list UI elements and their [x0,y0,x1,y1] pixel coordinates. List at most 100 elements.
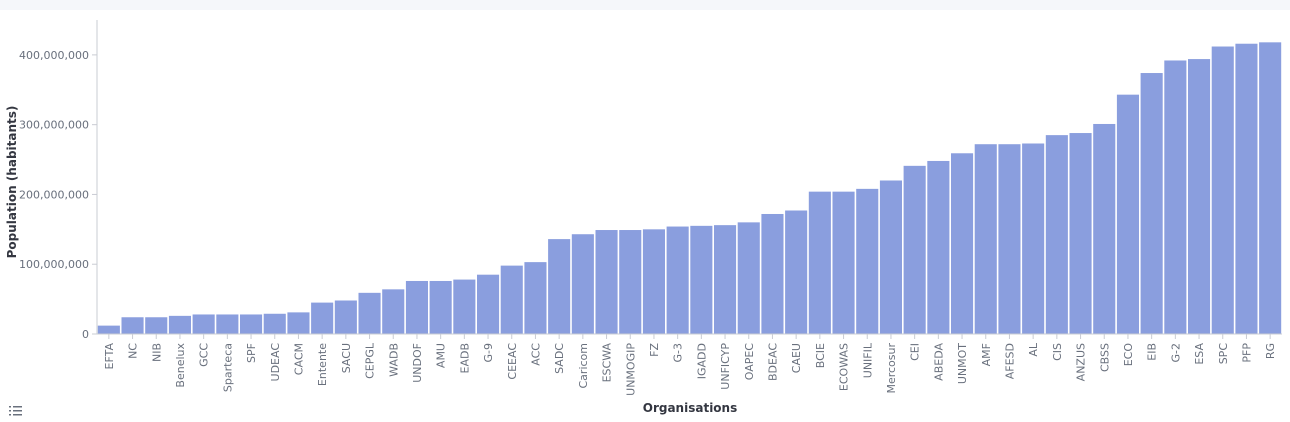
x-tick-label: CAEU [790,343,803,373]
x-tick-label: AMU [435,343,448,368]
bar-abeda[interactable] [927,160,950,334]
bar-unifil[interactable] [856,188,879,334]
top-bar [0,0,1290,10]
bar-undof[interactable] [405,280,428,334]
bar-mercosur[interactable] [879,180,902,334]
bar-cis[interactable] [1045,135,1068,334]
y-axis-title: Population (habitants) [5,106,19,259]
bar-cepgl[interactable] [358,292,381,334]
bar-cei[interactable] [903,165,926,334]
x-tick-label: AFESD [1003,343,1016,379]
x-axis-title: Organisations [643,401,737,415]
bar-entente[interactable] [311,302,334,334]
x-tick-label: SPC [1217,343,1230,365]
x-tick-label: FZ [648,343,661,357]
x-tick-label: ECOWAS [838,343,851,391]
bar-g-9[interactable] [477,274,500,334]
x-tick-label: NC [127,343,140,359]
x-tick-label: RG [1264,343,1277,359]
bar-eco[interactable] [1116,94,1139,334]
bar-caricom[interactable] [571,234,594,334]
y-tick-label: 400,000,000 [19,49,89,62]
x-tick-label: ABEDA [932,343,945,381]
bar-bcie[interactable] [808,191,831,334]
x-tick-label: Sparteca [221,343,234,392]
x-tick-label: CBSS [1098,343,1111,372]
bars [97,42,1282,335]
bar-sparteca[interactable] [216,314,239,334]
x-tick-label: BCIE [814,343,827,368]
x-tick-label: WADB [387,343,400,377]
x-tick-label: EIB [1146,343,1159,361]
x-tick-label: UNFICYP [719,343,732,390]
bar-igadd[interactable] [690,225,713,334]
bar-g-3[interactable] [666,226,689,334]
bar-unficyp[interactable] [714,225,737,334]
bar-eib[interactable] [1140,73,1163,334]
bar-oapec[interactable] [737,222,760,334]
bar-fz[interactable] [642,229,665,334]
x-tick-label: G-9 [482,343,495,363]
y-tick-label: 0 [82,328,89,341]
bar-anzus[interactable] [1069,133,1092,334]
bar-rg[interactable] [1259,42,1282,334]
bar-unmot[interactable] [951,153,974,334]
x-tick-label: ANZUS [1075,343,1088,381]
bar-g-2[interactable] [1164,60,1187,335]
bar-efta[interactable] [97,325,120,334]
bar-wadb[interactable] [382,289,405,334]
x-tick-label: ESCWA [601,343,614,383]
x-tick-label: AL [1027,342,1040,357]
bar-pfp[interactable] [1235,43,1258,334]
x-tick-label: ACC [529,343,542,366]
x-tick-label: CEI [909,343,922,361]
x-tick-label: CACM [292,343,305,375]
bar-spc[interactable] [1211,46,1234,334]
x-tick-label: G-3 [672,343,685,363]
bar-sadc[interactable] [548,239,571,334]
y-tick-label: 100,000,000 [19,258,89,271]
x-axis: EFTA NC NIB Benelux GCC Sparteca SPF UDEAC CACM E… [97,333,1282,396]
x-tick-label: Mercosur [885,343,898,394]
bar-unmogip[interactable] [619,230,642,334]
x-tick-label: SACU [340,343,353,373]
bar-sacu[interactable] [334,300,357,334]
legend-toggle-button[interactable] [8,403,24,417]
bar-amf[interactable] [974,144,997,334]
x-tick-label: UDEAC [269,343,282,382]
bar-al[interactable] [1022,143,1045,334]
bar-esa[interactable] [1188,59,1211,334]
x-tick-label: NIB [150,343,163,362]
bar-benelux[interactable] [168,315,191,334]
bar-caeu[interactable] [785,210,808,334]
bar-amu[interactable] [429,280,452,334]
x-tick-label: IGADD [695,343,708,379]
x-tick-label: EADB [458,343,471,374]
bar-cacm[interactable] [287,312,310,334]
x-tick-label: OAPEC [743,343,756,381]
x-tick-label: PFP [1240,343,1253,363]
x-tick-label: UNDOF [411,343,424,383]
bar-eadb[interactable] [453,279,476,334]
bar-ceeac[interactable] [500,265,523,334]
bar-escwa[interactable] [595,230,618,334]
x-tick-label: UNIFIL [861,342,874,378]
bar-spf[interactable] [240,314,263,334]
bar-cbss[interactable] [1093,123,1116,334]
x-tick-label: Benelux [174,343,187,388]
bar-udeac[interactable] [263,313,286,334]
bar-acc[interactable] [524,262,547,334]
bar-bdeac[interactable] [761,213,784,334]
bar-nib[interactable] [145,317,168,334]
x-tick-label: UNMOGIP [624,343,637,396]
x-tick-label: Entente [316,343,329,386]
bar-nc[interactable] [121,317,144,334]
bar-ecowas[interactable] [832,191,855,334]
bar-gcc[interactable] [192,314,215,334]
x-tick-label: Caricom [577,343,590,389]
bar-afesd[interactable] [998,144,1021,334]
x-tick-label: CEEAC [506,343,519,380]
y-axis: 0 100,000,000 200,000,000 300,000,000 400,00… [19,20,98,341]
x-tick-label: ESA [1193,343,1206,365]
